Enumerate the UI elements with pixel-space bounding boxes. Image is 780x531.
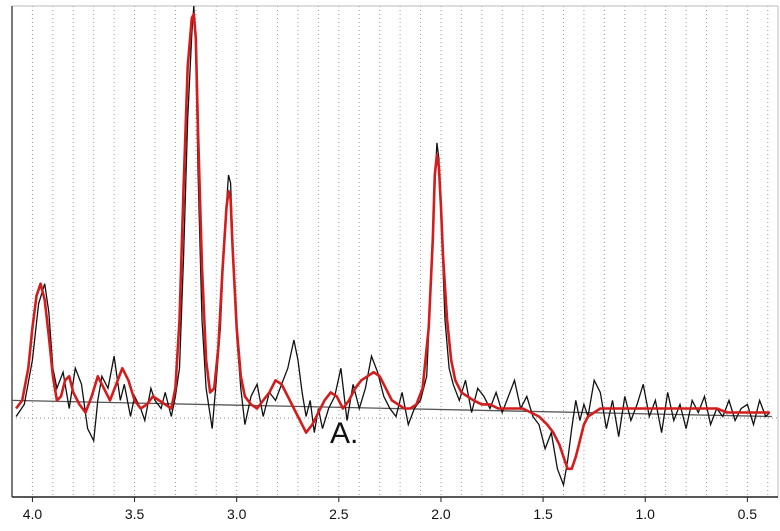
series-observed-line	[15, 5, 771, 488]
x-tick-label: 2.0	[431, 506, 451, 522]
x-tick-label: 3.0	[227, 506, 247, 522]
vertical-grid	[31, 6, 769, 497]
x-tick-label: 2.5	[329, 506, 349, 522]
x-tick-label: 1.5	[533, 506, 553, 522]
x-tick-label: 1.0	[635, 506, 655, 522]
x-tick-label: 4.0	[23, 506, 43, 522]
series-fit-line	[15, 12, 770, 471]
x-axis-ticks: 4.0 3.5 3.0 2.5 2.0 1.5 1.0 0.5	[23, 497, 758, 522]
x-tick-label: 0.5	[738, 506, 758, 522]
annotation-label: A.	[330, 417, 358, 450]
x-tick-label: 3.5	[125, 506, 145, 522]
